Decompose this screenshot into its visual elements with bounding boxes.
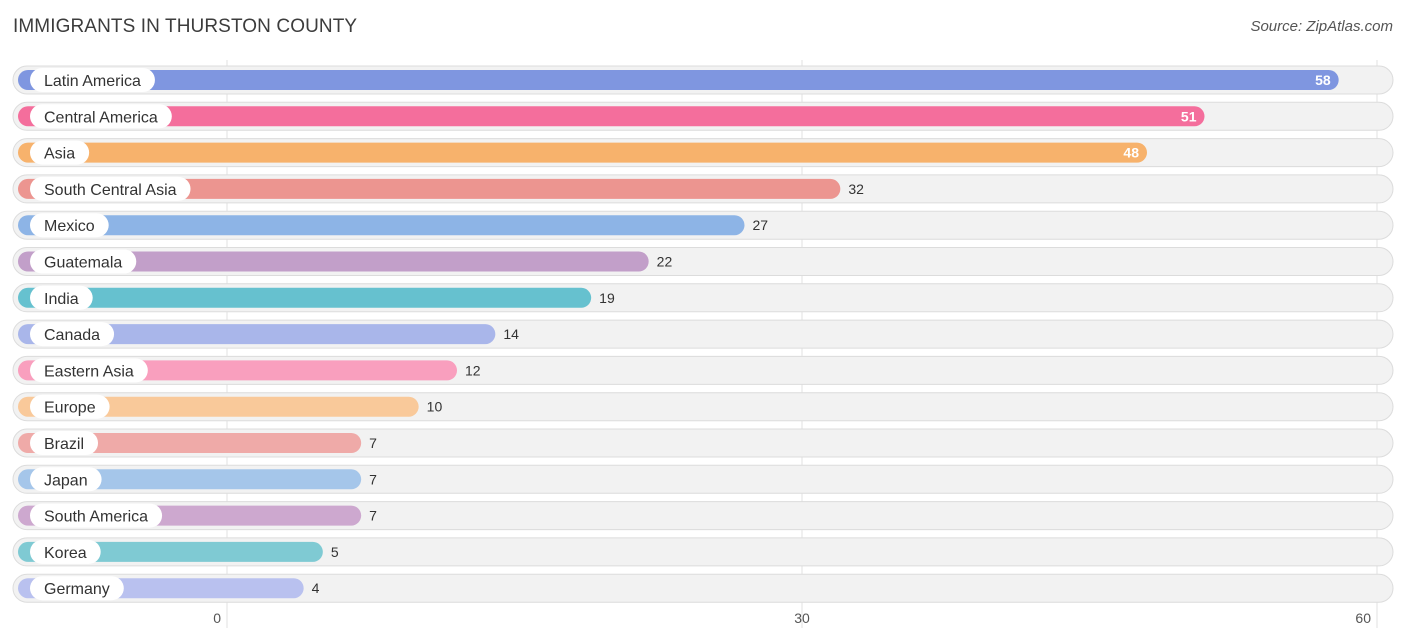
x-tick-label: 0 (213, 610, 221, 626)
category-label: South Central Asia (44, 182, 177, 199)
category-label: Eastern Asia (44, 363, 134, 380)
category-label-pill (30, 576, 124, 601)
category-label-pill (30, 68, 155, 92)
category-label: Korea (44, 545, 87, 562)
value-label: 7 (369, 508, 377, 524)
category-label: Brazil (44, 436, 84, 453)
bar-track (12, 537, 1394, 567)
category-label-pill (30, 467, 102, 492)
x-tick-label: 30 (794, 610, 810, 626)
category-label: Guatemala (44, 255, 122, 272)
category-label: Asia (44, 146, 75, 163)
category-label: Mexico (44, 218, 95, 235)
category-label-pill (30, 285, 93, 310)
category-label-pill (30, 213, 109, 238)
bar-track (12, 573, 1394, 603)
chart-title: IMMIGRANTS IN THURSTON COUNTY (13, 16, 358, 37)
value-label: 22 (657, 254, 673, 270)
value-label: 58 (1315, 72, 1331, 88)
bar (18, 106, 1205, 127)
category-label-pill (30, 503, 163, 528)
category-label-pill (30, 249, 137, 274)
value-label: 12 (465, 362, 481, 378)
bar (18, 287, 592, 308)
category-label: Canada (44, 327, 100, 344)
value-label: 51 (1181, 108, 1197, 124)
bar (18, 178, 841, 199)
category-label: South America (44, 509, 148, 526)
category-label: Latin America (44, 73, 141, 90)
value-label: 4 (312, 580, 320, 596)
chart-source: Source: ZipAtlas.com (1250, 18, 1393, 35)
value-label: 5 (331, 544, 339, 560)
category-label-pill (30, 431, 99, 455)
bar (18, 215, 745, 236)
bar (18, 142, 1147, 163)
category-label: India (44, 291, 79, 308)
category-label: Europe (44, 400, 96, 417)
bar (18, 70, 1339, 90)
value-label: 19 (599, 290, 615, 306)
category-label-pill (30, 104, 172, 129)
bar (18, 251, 649, 272)
value-label: 14 (503, 326, 519, 342)
category-label: Central America (44, 109, 158, 126)
value-label: 27 (753, 217, 769, 233)
value-label: 10 (427, 399, 443, 415)
category-label-pill (30, 176, 191, 201)
category-label-pill (30, 322, 115, 347)
bar (18, 433, 362, 453)
category-label-pill (30, 140, 90, 165)
value-label: 48 (1123, 145, 1139, 161)
category-label-pill (30, 394, 110, 419)
category-label-pill (30, 358, 148, 383)
value-label: 7 (369, 435, 377, 451)
category-label-pill (30, 539, 101, 564)
bar (18, 324, 496, 345)
bar (18, 469, 362, 490)
x-tick-label: 60 (1355, 610, 1371, 626)
category-label: Japan (44, 472, 88, 489)
value-label: 7 (369, 471, 377, 487)
category-label: Germany (44, 581, 110, 598)
bar (18, 396, 419, 417)
value-label: 32 (848, 181, 864, 197)
